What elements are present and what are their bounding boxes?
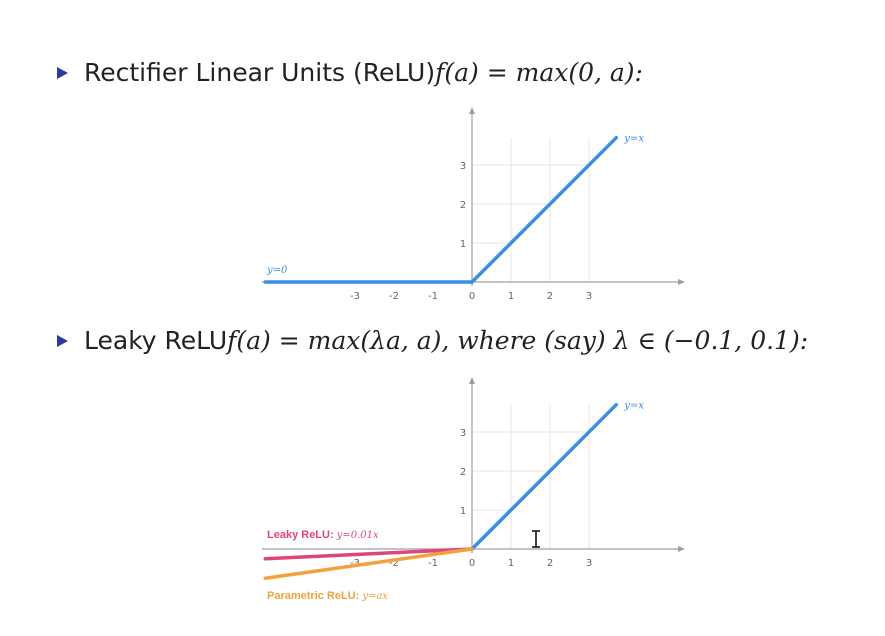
x-tick-label: -3: [350, 291, 360, 302]
leaky-relu-label: Leaky ReLU: y=0.01x: [267, 529, 379, 541]
y-tick-label: 1: [460, 239, 466, 250]
y-tick-label: 2: [460, 200, 466, 211]
relu-text: Rectifier Linear Units (ReLU): [84, 58, 436, 87]
y-axis-arrow: [469, 107, 475, 114]
x-tick-label: 1: [508, 558, 514, 569]
x-tick-label: -1: [428, 291, 438, 302]
x-tick-label: 0: [469, 558, 475, 569]
relu-formula: f(a) = max(0, a):: [435, 58, 643, 87]
parametric-relu-eq: y=ax: [361, 591, 388, 602]
x-tick-label: -2: [389, 558, 399, 569]
parametric-relu-label: Parametric ReLU: y=ax: [267, 590, 388, 602]
y-tick-label: 3: [460, 161, 466, 172]
x-axis-arrow: [678, 546, 685, 552]
leaky-formula: f(a) = max(λa, a), where (say) λ ∈ (−0.1…: [227, 326, 809, 355]
x-tick-label: 3: [586, 291, 592, 302]
bullet-marker: [57, 66, 68, 79]
y-tick-label: 1: [460, 506, 466, 517]
leaky-text: Leaky ReLU: [84, 326, 228, 355]
bullet-relu: Rectifier Linear Units (ReLU) f(a) = max…: [57, 58, 643, 87]
x-tick-label: 2: [547, 291, 553, 302]
y-tick-label: 2: [460, 467, 466, 478]
x-tick-label: 3: [586, 558, 592, 569]
leaky-relu-eq: y=0.01x: [336, 530, 379, 541]
bullet-marker: [57, 334, 68, 347]
x-tick-label: -3: [350, 558, 360, 569]
x-tick-label: -1: [428, 558, 438, 569]
series-label: y=x: [623, 401, 644, 412]
chart-1: -3 -2 -1 0 1 2 3 1 2 3 y=0 y=x: [262, 107, 685, 302]
chart-2: -3 -2 -1 0 1 2 3 1 2 3 y=x Leaky ReLU: y=0.01x Param…: [262, 377, 685, 602]
series-line: [263, 547, 474, 580]
x-axis-arrow: [678, 279, 685, 285]
text-cursor-icon: [532, 530, 540, 548]
series-label: y=0: [266, 265, 288, 276]
bullet-leaky-relu: Leaky ReLU f(a) = max(λa, a), where (say…: [57, 326, 808, 355]
y-axis-arrow: [469, 377, 475, 384]
x-tick-label: 2: [547, 558, 553, 569]
x-tick-label: 1: [508, 291, 514, 302]
x-tick-label: 0: [469, 291, 475, 302]
y-tick-label: 3: [460, 428, 466, 439]
series-line: [470, 402, 619, 551]
series-label: y=x: [623, 134, 644, 145]
series-line: [263, 547, 474, 561]
series-line: [470, 135, 619, 284]
x-tick-label: -2: [389, 291, 399, 302]
